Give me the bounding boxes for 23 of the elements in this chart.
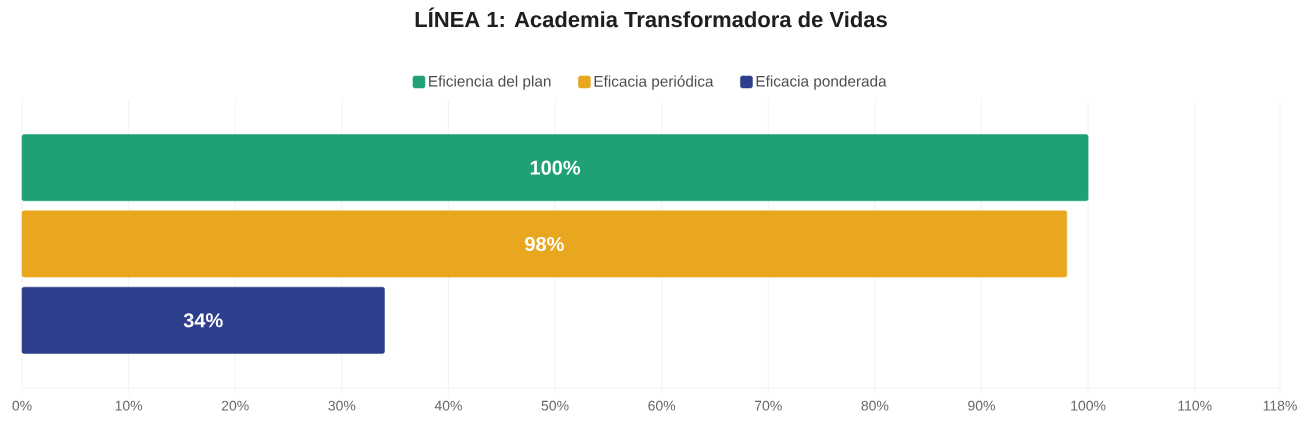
x-tick-label: 110% [1178, 400, 1212, 411]
bar [21, 286, 385, 354]
x-tick-label: 10% [115, 400, 143, 411]
x-tick-label: 0% [12, 400, 32, 411]
x-tick-label: 50% [541, 400, 569, 411]
x-tick-label: 70% [754, 400, 782, 411]
data-label: 34% [183, 313, 223, 328]
x-tick-label: 90% [968, 400, 995, 411]
bar [21, 210, 1068, 278]
x-tick-label: 100% [1071, 400, 1106, 411]
data-label: 98% [525, 236, 564, 252]
x-tick-label: 60% [648, 400, 676, 411]
bar [21, 134, 1089, 202]
legend-label: Eficiencia del plan [429, 75, 551, 90]
x-tick-label: 40% [434, 400, 462, 411]
legend-label: Eficacia ponderada [756, 75, 887, 90]
x-tick-label: 30% [328, 400, 356, 411]
chart-title: LÍNEA 1: Academia Transformadora de Vidas [415, 7, 887, 28]
data-label: 100% [530, 160, 581, 175]
legend-label: Eficacia periódica [594, 75, 714, 90]
x-tick-label: 118% [1263, 400, 1297, 411]
x-tick-label: 20% [221, 400, 249, 411]
x-tick-label: 80% [861, 400, 889, 411]
